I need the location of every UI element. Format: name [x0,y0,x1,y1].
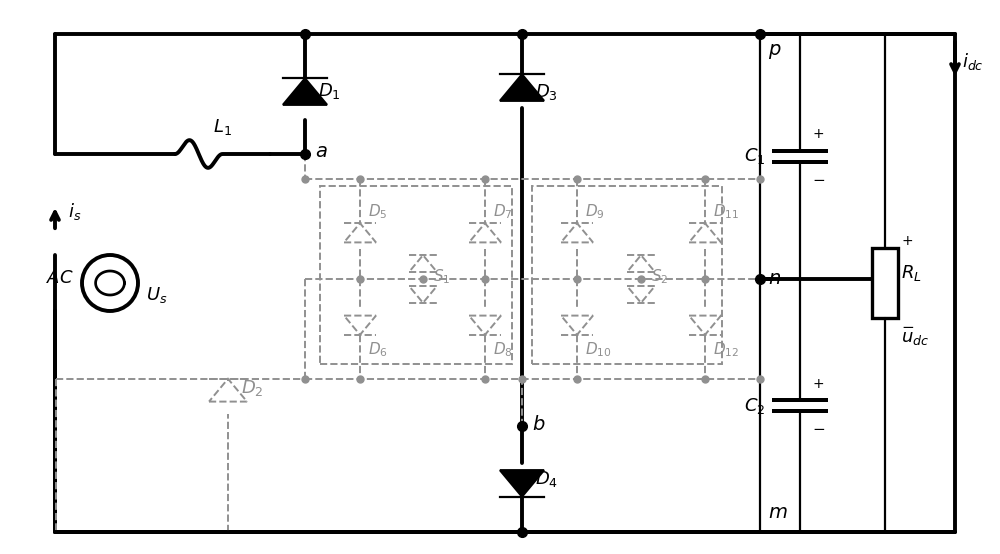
Text: $D_9$: $D_9$ [585,202,605,221]
Text: $R_L$: $R_L$ [901,263,922,283]
Text: $C_1$: $C_1$ [744,146,765,167]
Text: $D_5$: $D_5$ [368,202,387,221]
Text: $n$: $n$ [768,270,781,288]
Text: $+$: $+$ [901,234,913,248]
Text: $-$: $-$ [812,420,825,435]
Text: $D_{11}$: $D_{11}$ [713,202,739,221]
Text: $D_8$: $D_8$ [493,340,513,358]
Text: $D_2$: $D_2$ [241,378,264,398]
Polygon shape [283,79,327,105]
Text: $-$: $-$ [901,317,914,332]
Text: $S_1$: $S_1$ [433,268,450,286]
Text: $a$: $a$ [315,143,328,161]
Text: $C_2$: $C_2$ [744,396,765,416]
Text: $S_2$: $S_2$ [651,268,668,286]
Text: $D_6$: $D_6$ [368,340,388,358]
Text: $m$: $m$ [768,504,788,522]
Text: $D_{12}$: $D_{12}$ [713,340,739,358]
Bar [532,186,722,364]
Text: $i_{dc}$: $i_{dc}$ [962,52,984,73]
Text: $+$: $+$ [812,377,824,391]
Text: $p$: $p$ [768,42,782,61]
Text: $i_s$: $i_s$ [68,201,81,222]
Polygon shape [500,74,544,101]
Text: $u_{dc}$: $u_{dc}$ [901,329,929,347]
Text: $L_1$: $L_1$ [213,117,231,137]
Text: $D_4$: $D_4$ [535,469,558,489]
Text: $D_3$: $D_3$ [535,82,558,102]
Bar [872,248,898,318]
Text: $-$: $-$ [812,171,825,186]
Polygon shape [500,470,544,496]
Text: $+$: $+$ [812,127,824,141]
Text: $U_s$: $U_s$ [146,285,167,305]
Text: $D_7$: $D_7$ [493,202,513,221]
Text: $AC$: $AC$ [46,269,74,287]
Bar [320,186,512,364]
Text: $D_1$: $D_1$ [318,81,341,101]
Text: $b$: $b$ [532,414,545,433]
Text: $D_{10}$: $D_{10}$ [585,340,612,358]
